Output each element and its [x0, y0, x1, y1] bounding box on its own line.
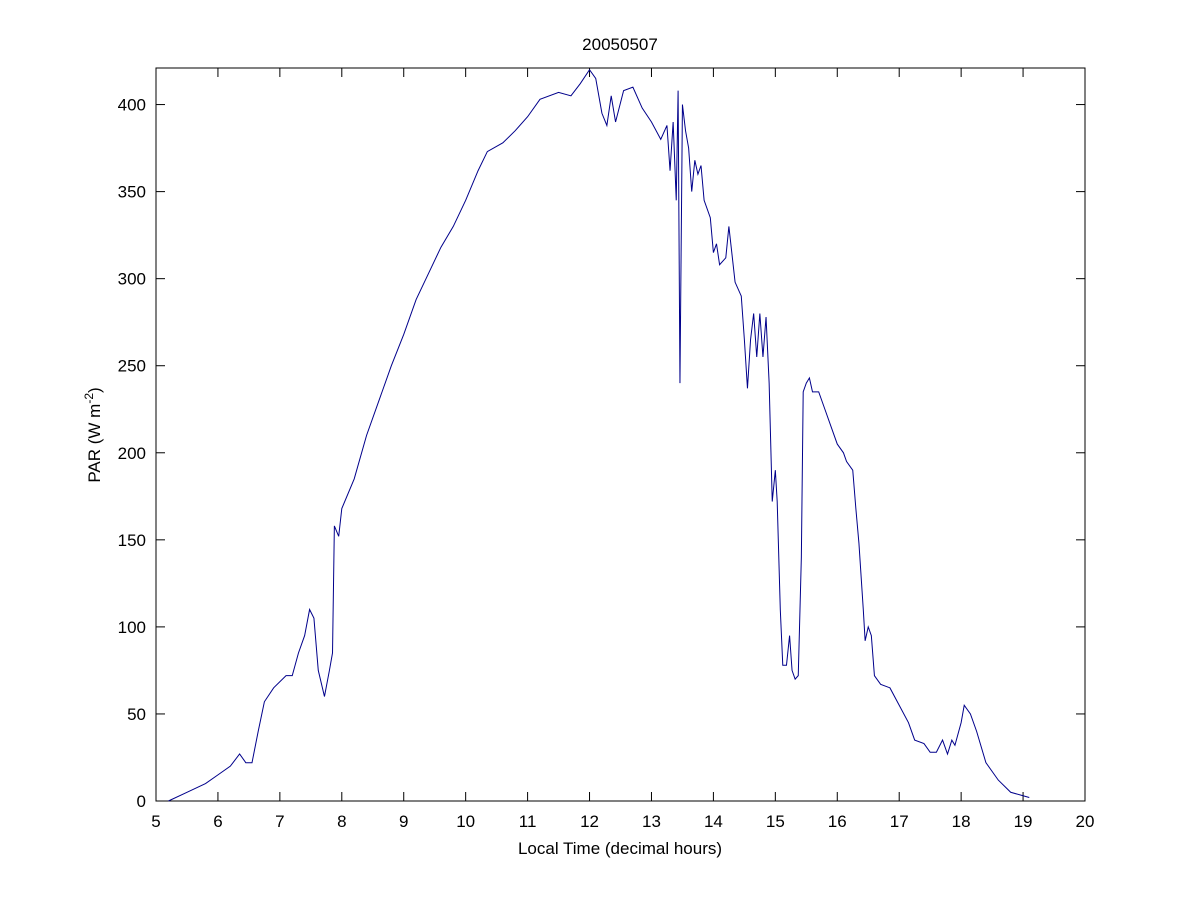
- data-line: [168, 68, 1030, 802]
- y-tick-label: 350: [118, 183, 146, 202]
- x-tick-label: 13: [642, 812, 661, 831]
- x-tick-label: 16: [828, 812, 847, 831]
- x-tick-label: 18: [952, 812, 971, 831]
- x-tick-label: 5: [151, 812, 160, 831]
- y-tick-label: 300: [118, 270, 146, 289]
- y-tick-label: 150: [118, 531, 146, 550]
- y-tick-label: 200: [118, 444, 146, 463]
- x-tick-label: 20: [1076, 812, 1095, 831]
- x-tick-label: 11: [519, 812, 537, 831]
- y-label-main: PAR (W m: [85, 404, 104, 483]
- x-tick-label: 17: [890, 812, 909, 831]
- y-tick-label: 400: [118, 96, 146, 115]
- x-tick-label: 19: [1014, 812, 1033, 831]
- x-tick-label: 15: [766, 812, 785, 831]
- x-tick-label: 12: [580, 812, 599, 831]
- y-tick-label: 0: [137, 792, 146, 811]
- x-axis-label: Local Time (decimal hours): [518, 839, 722, 858]
- y-tick-label: 100: [118, 618, 146, 637]
- plot-area: [155, 67, 1086, 802]
- y-axis-label: PAR (W m-2): [82, 387, 104, 482]
- x-tick-label: 10: [456, 812, 475, 831]
- x-tick-label: 7: [275, 812, 284, 831]
- chart-title: 20050507: [582, 35, 658, 54]
- y-label-end: ): [85, 387, 104, 393]
- x-tick-label: 6: [213, 812, 222, 831]
- y-tick-label: 250: [118, 357, 146, 376]
- x-tick-label: 9: [399, 812, 408, 831]
- y-label-exponent: -2: [82, 393, 96, 404]
- y-tick-label: 50: [127, 705, 146, 724]
- x-tick-label: 8: [337, 812, 346, 831]
- x-tick-label: 14: [704, 812, 723, 831]
